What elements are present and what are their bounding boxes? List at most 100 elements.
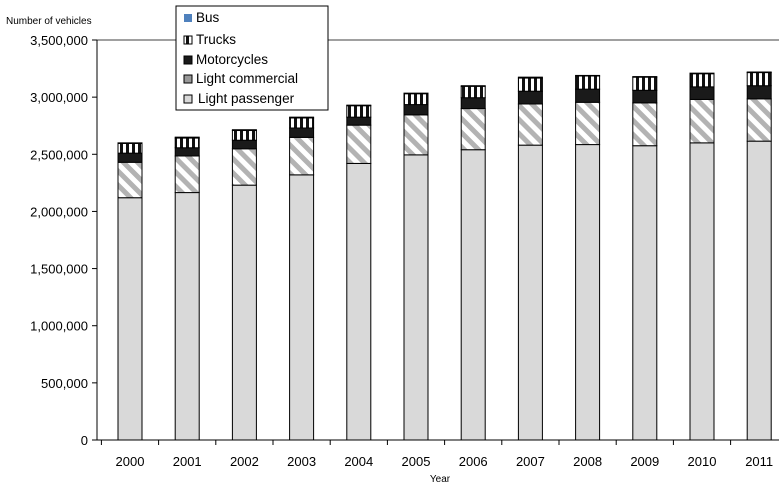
bar-segment-motorcycles — [289, 127, 315, 138]
legend: Bus Trucks Motorcycles Light commercial … — [175, 5, 329, 111]
bar-stack-2000 — [117, 142, 143, 441]
y-axis-label: Number of vehicles — [6, 16, 92, 27]
x-axis-label: Year — [430, 474, 451, 485]
bar-segment-light-passenger — [746, 140, 772, 441]
bar-segment-light-commercial — [689, 98, 715, 144]
bar-segment-motorcycles — [346, 116, 372, 126]
bar-segment-bus — [460, 85, 486, 87]
bar-segment-motorcycles — [460, 97, 486, 110]
bar-segment-bus — [346, 104, 372, 107]
bar-stack-2007 — [517, 76, 543, 441]
bar-segment-light-commercial — [517, 103, 543, 146]
bar-segment-bus — [174, 136, 200, 139]
legend-swatch-light-commercial — [183, 74, 193, 84]
x-tick-label: 2011 — [745, 454, 773, 469]
bar-stack-2011 — [746, 71, 772, 441]
x-tick-label: 2010 — [688, 454, 717, 469]
x-tick-label: 2006 — [459, 454, 488, 469]
bar-segment-trucks — [231, 130, 257, 141]
bar-segment-light-passenger — [460, 149, 486, 441]
bar-segment-motorcycles — [575, 88, 601, 103]
bar-segment-light-passenger — [403, 154, 429, 441]
bar-segment-light-commercial — [231, 148, 257, 186]
x-tick-label: 2000 — [116, 454, 145, 469]
bar-segment-bus — [746, 71, 772, 74]
bar-segment-motorcycles — [632, 89, 658, 104]
legend-label-motorcycles: Motorcycles — [196, 52, 268, 67]
bar-stack-2009 — [632, 76, 658, 441]
bars — [117, 71, 772, 441]
bar-segment-motorcycles — [174, 147, 200, 157]
bar-segment-light-passenger — [346, 162, 372, 441]
bar-segment-trucks — [632, 76, 658, 91]
legend-label-bus: Bus — [196, 10, 220, 25]
x-tick-label: 2001 — [173, 454, 202, 469]
bar-segment-bus — [403, 92, 429, 95]
bar-segment-trucks — [689, 73, 715, 88]
legend-box — [175, 5, 329, 111]
x-tick-label: 2007 — [516, 454, 545, 469]
x-tick-label: 2005 — [402, 454, 431, 469]
bar-segment-motorcycles — [231, 139, 257, 150]
bar-stack-2002 — [231, 129, 257, 441]
bar-segment-motorcycles — [403, 104, 429, 116]
bar-segment-light-commercial — [575, 101, 601, 146]
legend-label-trucks: Trucks — [196, 32, 236, 47]
bar-stack-2003 — [289, 116, 315, 441]
x-tick-label: 2008 — [573, 454, 602, 469]
bar-segment-light-passenger — [689, 142, 715, 441]
x-tick-label: 2002 — [230, 454, 259, 469]
y-tick-label: 3,500,000 — [30, 33, 88, 48]
bar-segment-light-passenger — [632, 145, 658, 441]
bar-segment-light-commercial — [346, 124, 372, 164]
x-tick-label: 2009 — [630, 454, 659, 469]
bar-segment-trucks — [460, 85, 486, 99]
bar-stack-2010 — [689, 72, 715, 441]
bar-segment-trucks — [575, 75, 601, 90]
bar-segment-light-passenger — [517, 144, 543, 441]
bar-stack-2004 — [346, 104, 372, 441]
bar-segment-bus — [231, 129, 257, 132]
legend-swatch-motorcycles — [183, 55, 193, 65]
x-tick-label: 2003 — [287, 454, 316, 469]
bar-stack-2006 — [460, 85, 486, 441]
bar-segment-trucks — [289, 117, 315, 129]
bar-segment-light-commercial — [460, 108, 486, 151]
bar-segment-light-passenger — [231, 184, 257, 441]
bar-segment-trucks — [346, 105, 372, 118]
bar-segment-bus — [517, 76, 543, 79]
bar-segment-light-commercial — [632, 102, 658, 147]
axes: 0 500,000 1,000,000 1,500,000 2,000,000 2,500… — [30, 33, 779, 469]
bar-segment-light-passenger — [575, 144, 601, 441]
legend-swatch-trucks — [183, 35, 193, 45]
bar-stack-2001 — [174, 136, 200, 441]
y-tick-label: 0 — [81, 433, 88, 448]
legend-label-light-passenger: Light passenger — [198, 91, 295, 106]
bar-segment-light-commercial — [117, 161, 143, 199]
bar-segment-motorcycles — [517, 90, 543, 105]
bar-segment-bus — [575, 74, 601, 77]
bar-segment-light-commercial — [746, 98, 772, 142]
bar-segment-motorcycles — [689, 86, 715, 100]
y-tick-label: 500,000 — [41, 376, 88, 391]
bar-segment-bus — [117, 142, 143, 144]
legend-swatch-light-passenger — [183, 94, 193, 104]
legend-label-light-commercial: Light commercial — [196, 71, 298, 86]
bar-segment-trucks — [403, 93, 429, 106]
bar-segment-trucks — [174, 137, 200, 149]
bar-segment-motorcycles — [117, 152, 143, 163]
x-tick-label: 2004 — [344, 454, 373, 469]
bar-segment-trucks — [117, 142, 143, 154]
bar-segment-motorcycles — [746, 85, 772, 100]
bar-segment-light-passenger — [117, 197, 143, 441]
bar-segment-light-passenger — [174, 192, 200, 441]
bar-segment-trucks — [746, 72, 772, 87]
legend-swatch-bus — [184, 14, 192, 22]
bar-segment-light-commercial — [403, 114, 429, 156]
bar-segment-trucks — [517, 77, 543, 92]
bar-stack-2005 — [403, 92, 429, 441]
y-tick-label: 3,000,000 — [30, 90, 88, 105]
bar-segment-bus — [289, 116, 315, 119]
bar-segment-bus — [632, 76, 658, 78]
